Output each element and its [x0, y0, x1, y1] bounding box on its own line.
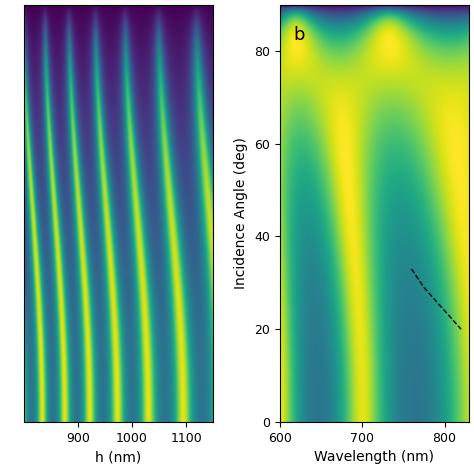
X-axis label: Wavelength (nm): Wavelength (nm)	[314, 450, 435, 464]
X-axis label: h (nm): h (nm)	[95, 450, 142, 464]
Y-axis label: Incidence Angle (deg): Incidence Angle (deg)	[234, 137, 248, 289]
Text: b: b	[293, 26, 304, 44]
